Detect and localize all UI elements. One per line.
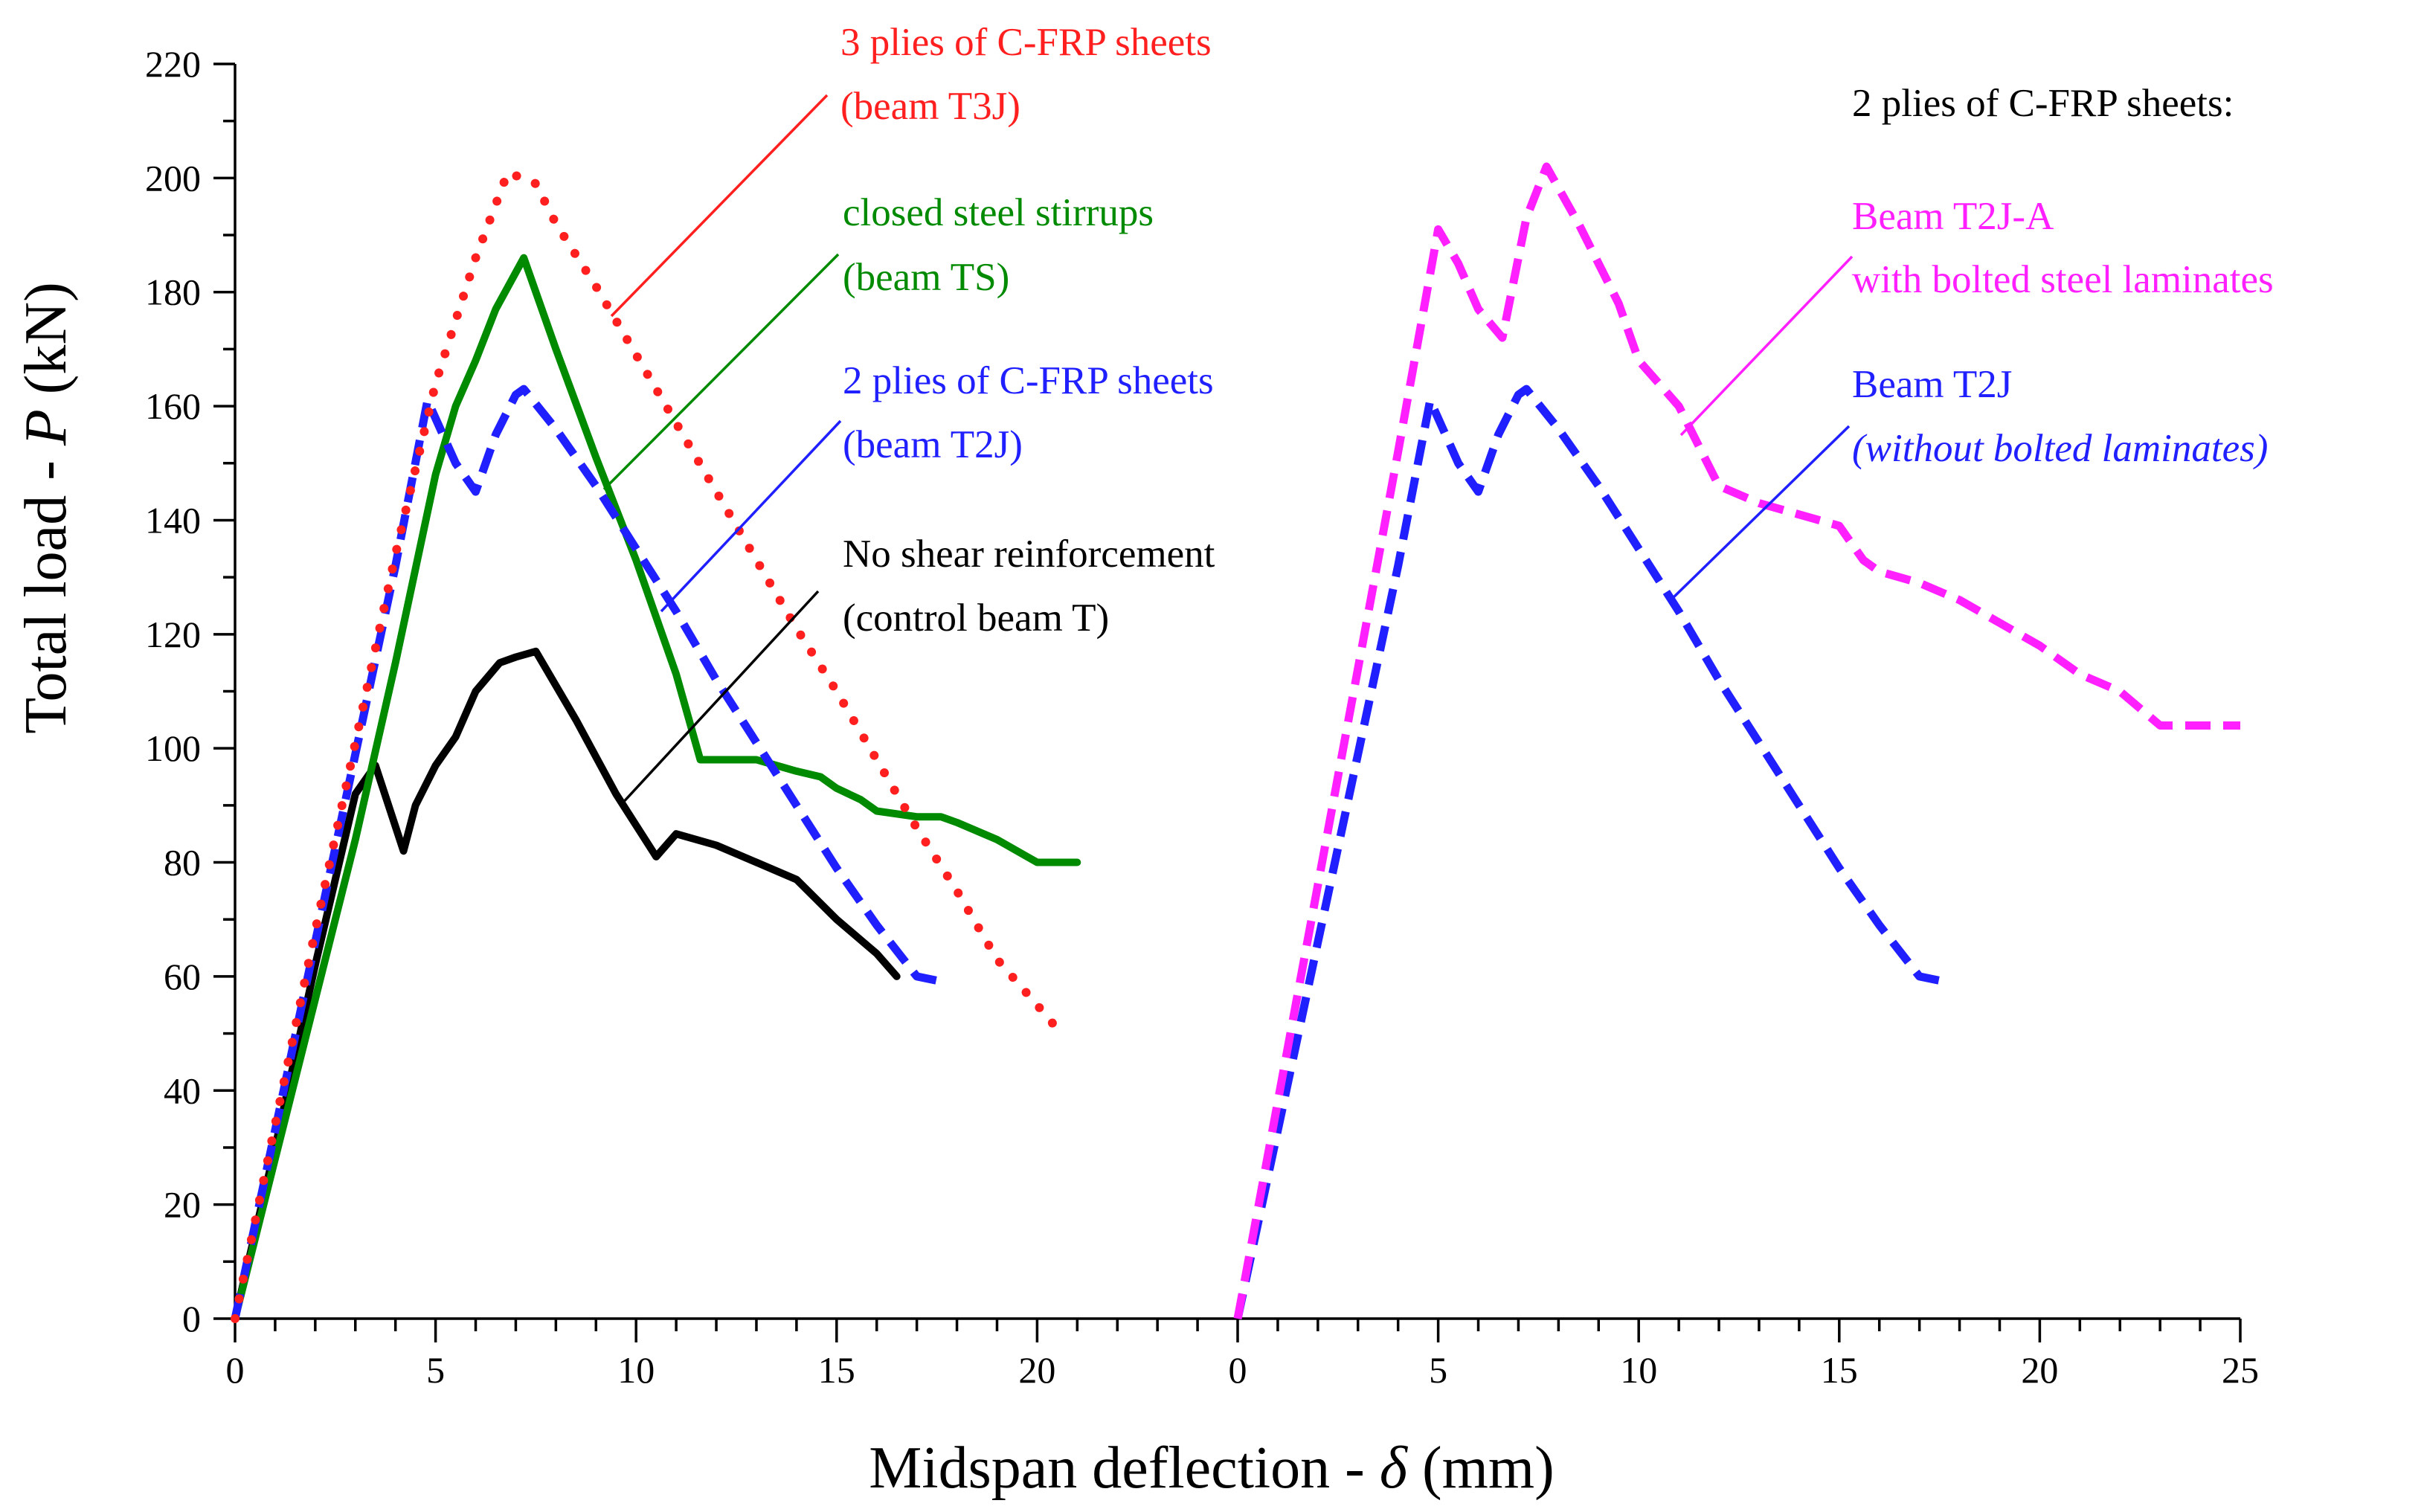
y-tick-label: 40 [164, 1069, 201, 1111]
y-tick-label: 0 [182, 1298, 201, 1339]
annotation-t2ja-line1: Beam T2J-A [1852, 195, 2054, 238]
annotations: 3 plies of C-FRP sheets (beam T3J) close… [840, 21, 2274, 640]
y-tick-label: 20 [164, 1184, 201, 1226]
series-left-no-shear-reinforcement-control-beam-t [231, 647, 901, 1322]
y-tick-label: 100 [145, 727, 201, 769]
annotation-t3j-line1: 3 plies of C-FRP sheets [840, 21, 1212, 64]
y-axis-title: Total load - P (kN) [13, 282, 79, 734]
y-tick-label: 180 [145, 271, 201, 313]
x-tick-label-left: 5 [426, 1349, 445, 1391]
x-tick-label-right: 20 [2021, 1349, 2058, 1391]
x-tick-label-right: 15 [1821, 1349, 1858, 1391]
y-tick-label: 220 [145, 43, 201, 85]
x-tick-label-left: 20 [1018, 1349, 1055, 1391]
series-right-beam-t2j-without-bolted-laminates [1233, 385, 1949, 1320]
y-tick-label: 60 [164, 956, 201, 997]
x-tick-label-left: 10 [617, 1349, 655, 1391]
annotation-t-line1: No shear reinforcement [843, 533, 1215, 576]
annotation-leaders [602, 94, 1854, 807]
annotation-t3j-line2: (beam T3J) [840, 85, 1020, 128]
series-group [231, 162, 2240, 1323]
annotation-t2ja-line2: with bolted steel laminates [1852, 258, 2274, 301]
x-tick-label-right: 10 [1620, 1349, 1657, 1391]
series-left-3-plies-of-c-frp-sheets-beam-t3j [231, 167, 1066, 1323]
x-tick-label-right: 25 [2222, 1349, 2259, 1391]
annotation-t2j-right-line2: (without bolted laminates) [1852, 427, 2268, 470]
annotation-right-header: 2 plies of C-FRP sheets: [1852, 82, 2234, 125]
x-tick-label-right: 5 [1429, 1349, 1447, 1391]
leader-t2j [660, 419, 842, 613]
series-right-beam-t2j-a-with-bolted-steel-laminates [1233, 162, 2240, 1320]
leader-t [619, 590, 820, 807]
annotation-t2j-line2: (beam T2J) [843, 423, 1023, 466]
annotation-ts-line1: closed steel stirrups [843, 191, 1154, 234]
x-axis-title: Midspan deflection - δ (mm) [869, 1435, 1554, 1501]
leader-t3j [610, 94, 829, 318]
x-tick-label-left: 0 [226, 1349, 245, 1391]
annotation-t-line2: (control beam T) [843, 596, 1109, 640]
leader-t2ja [1679, 255, 1854, 437]
x-tick-label-left: 15 [818, 1349, 855, 1391]
annotation-ts-line2: (beam TS) [843, 256, 1009, 299]
annotation-t2j-right-line1: Beam T2J [1852, 363, 2012, 406]
leader-t2j-right [1668, 425, 1851, 602]
y-tick-label: 80 [164, 842, 201, 884]
series-left-2-plies-of-c-frp-sheets-beam-t2j [231, 385, 946, 1320]
y-tick-label: 140 [145, 499, 201, 541]
leader-ts [602, 253, 840, 491]
y-tick-label: 120 [145, 614, 201, 655]
y-tick-label: 160 [145, 385, 201, 427]
annotation-t2j-line1: 2 plies of C-FRP sheets [843, 359, 1214, 402]
series-left-closed-steel-stirrups-beam-ts [231, 254, 1081, 1322]
x-tick-label-right: 0 [1229, 1349, 1247, 1391]
y-tick-label: 200 [145, 157, 201, 199]
